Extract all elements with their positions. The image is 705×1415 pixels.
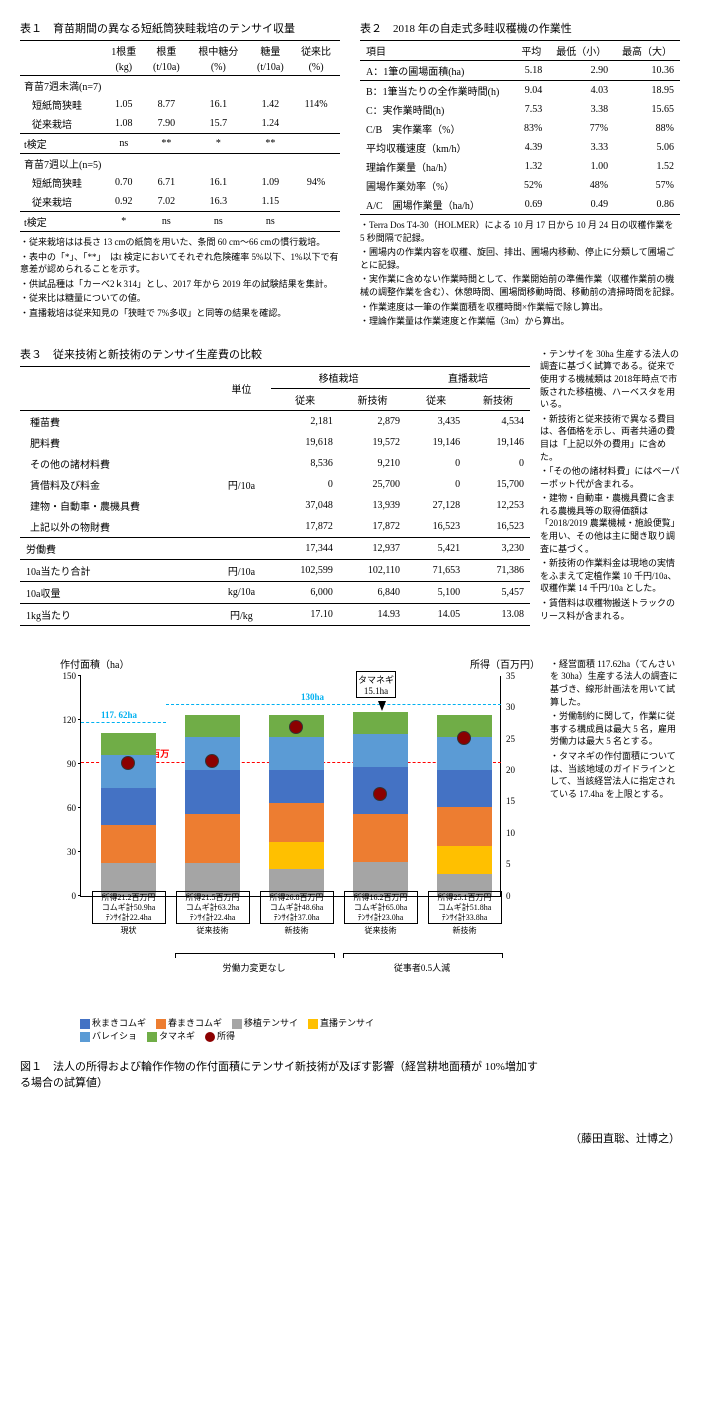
author: （藤田直聡、辻博之） (20, 1130, 680, 1146)
figure1-caption: 図１ 法人の所得および輪作作物の作付面積にテンサイ新技術が及ぼす影響（経営耕地面… (20, 1058, 540, 1090)
figure1-notes: ・経営面積 117.62ha（てんさいを 30ha）生産する法人の調査に基づき、… (550, 656, 680, 1090)
table2-title: 表２ 2018 年の自走式多畦収穫機の作業性 (360, 20, 680, 36)
table2-notes: ・Terra Dos T4-30（HOLMER）による 10 月 17 日から … (360, 219, 680, 328)
table3: 単位移植栽培直播栽培 従来新技術従来新技術 種苗費2,1812,8793,435… (20, 366, 530, 626)
table3-title: 表３ 従来技術と新技術のテンサイ生産費の比較 (20, 346, 530, 362)
table1-notes: ・従来栽培はは長さ 13 cmの紙筒を用いた、条間 60 cm～66 cmの慣行… (20, 236, 340, 320)
table3-notes: ・テンサイを 30ha 生産する法人の調査に基づく試算である。従来で使用する機械… (540, 346, 680, 626)
y-axis-right-label: 所得（百万円） (470, 656, 540, 671)
table1-title: 表１ 育苗期間の異なる短紙筒狭畦栽培のテンサイ収量 (20, 20, 340, 36)
y-axis-left-label: 作付面積（ha） (60, 656, 129, 671)
table2: 項目平均最低（小）最高（大） A：1筆の圃場面積(ha)5.182.9010.3… (360, 40, 680, 215)
figure1-chart: 作付面積（ha） 所得（百万円） 03060901201500510152025… (50, 656, 530, 956)
table1: 1根重 根重 根中糖分 糖量 従来比 (kg) (t/10a) (%) (t/1… (20, 40, 340, 232)
chart-legend: 秋まきコムギ春まきコムギ移植テンサイ直播テンサイバレイショタマネギ所得 (80, 1016, 540, 1042)
